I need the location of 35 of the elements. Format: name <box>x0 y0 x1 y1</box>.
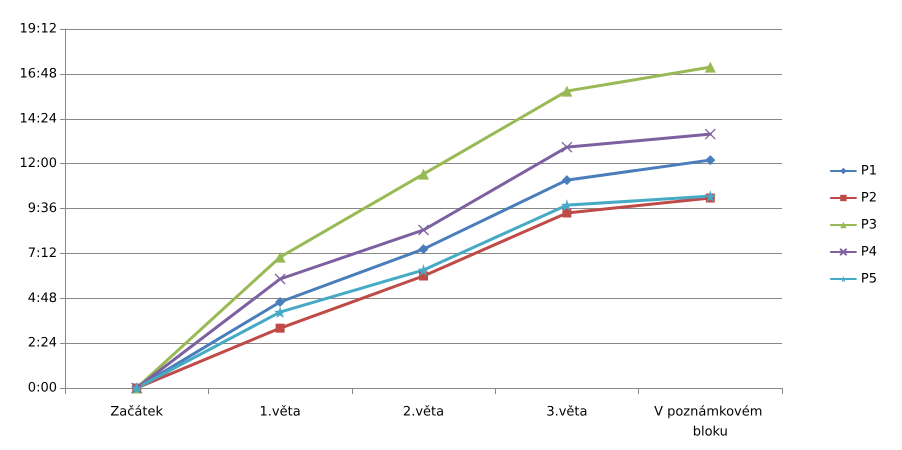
point <box>704 190 716 202</box>
y-tick-label: 14:24 <box>20 111 57 126</box>
y-tick-label: 9:36 <box>28 201 57 216</box>
point <box>704 62 716 73</box>
y-tick-label: 4:48 <box>28 290 57 306</box>
legend-label: P1 <box>860 164 878 178</box>
point <box>274 252 286 263</box>
legend-label: P5 <box>860 272 878 286</box>
x-tick-label: Začátek <box>110 404 164 420</box>
x-tick-label: V poznámkovém bloku <box>654 404 767 440</box>
y-tick-label: 12:00 <box>20 156 57 172</box>
point <box>418 244 428 254</box>
point <box>418 224 430 236</box>
y-tick-label: 0:00 <box>28 380 57 396</box>
point <box>705 155 716 166</box>
legend-label: P4 <box>860 244 878 260</box>
y-tick-label: 2:24 <box>28 336 57 351</box>
y-tick-label: 7:12 <box>28 246 57 261</box>
point <box>418 168 429 180</box>
y-tick-label: 16:48 <box>20 66 57 82</box>
point <box>562 175 572 186</box>
point <box>704 128 716 140</box>
point <box>418 264 430 276</box>
point <box>274 273 286 285</box>
legend-label: P2 <box>860 190 878 206</box>
point <box>275 296 286 307</box>
x-tick-label: 1.věta <box>260 404 301 420</box>
point <box>561 86 572 97</box>
point <box>562 208 572 218</box>
y-tick-label: 19:12 <box>20 22 57 36</box>
point <box>276 324 285 333</box>
point <box>561 142 573 153</box>
legend-label: P3 <box>860 218 878 232</box>
x-tick-label: 2.věta <box>402 404 444 420</box>
x-tick-label: 3.věta <box>546 404 588 420</box>
